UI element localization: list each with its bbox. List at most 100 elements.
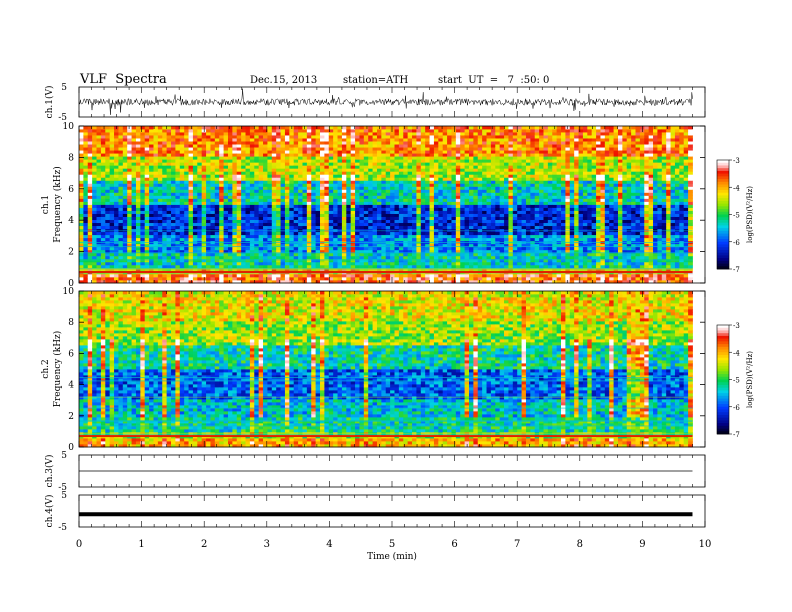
spectrogram-cell xyxy=(333,201,338,205)
spectrogram-cell xyxy=(390,255,395,260)
spectrogram-cell xyxy=(346,162,352,166)
spectrogram-cell xyxy=(337,168,343,172)
spectrogram-cell xyxy=(416,126,422,130)
spectrogram-cell xyxy=(223,243,229,248)
spectrogram-cell xyxy=(227,168,233,172)
spectrogram-cell xyxy=(315,183,321,187)
spectrogram-cell xyxy=(355,219,360,224)
spectrogram-cell xyxy=(83,132,89,136)
spectrogram-cell xyxy=(499,279,505,284)
spectrogram-cell xyxy=(398,219,404,224)
spectrogram-cell xyxy=(144,264,150,269)
spectrogram-cell xyxy=(429,264,435,269)
spectrogram-cell xyxy=(302,183,308,187)
spectrogram-cell xyxy=(398,165,404,169)
spectrogram-cell xyxy=(495,225,501,230)
spectrogram-cell xyxy=(425,159,430,163)
spectrogram-cell xyxy=(144,186,150,190)
spectrogram-cell xyxy=(355,147,360,151)
spectrogram-cell xyxy=(227,141,233,145)
spectrogram-cell xyxy=(412,222,417,227)
spectrogram-cell xyxy=(157,138,163,142)
spectrogram-cell xyxy=(306,252,312,257)
spectrogram-cell xyxy=(206,264,211,269)
spectrogram-cell xyxy=(403,195,409,199)
spectrogram-cell xyxy=(420,138,426,142)
spectrogram-cell xyxy=(263,153,268,157)
spectrogram-cell xyxy=(232,186,238,190)
spectrogram-cell xyxy=(122,261,128,266)
spectrogram-cell xyxy=(363,144,369,148)
spectrogram-cell xyxy=(109,147,115,151)
spectrogram-cell xyxy=(263,276,268,281)
spectrogram-cell xyxy=(144,147,150,151)
spectrogram-cell xyxy=(206,255,211,260)
spectrogram-cell xyxy=(368,144,373,148)
spectrogram-cell xyxy=(175,228,181,233)
spectrogram-cell xyxy=(433,252,439,257)
spectrogram-cell xyxy=(114,246,119,251)
spectrogram-cell xyxy=(433,279,439,284)
spectrogram-cell xyxy=(210,276,216,281)
spectrogram-cell xyxy=(157,177,163,181)
spectrogram-cell xyxy=(429,276,435,281)
spectrogram-cell xyxy=(328,219,334,224)
spectrogram-cell xyxy=(306,186,312,190)
spectrogram-cell xyxy=(131,276,137,281)
spectrogram-cell xyxy=(337,225,343,230)
spectrogram-cell xyxy=(171,126,176,130)
spectrogram-cell xyxy=(337,249,343,254)
spectrogram-cell xyxy=(306,246,312,251)
spectrogram-cell xyxy=(157,279,163,284)
spectrogram-cell xyxy=(232,177,238,181)
spectrogram-cell xyxy=(390,276,395,281)
spectrogram-cell xyxy=(368,189,373,193)
spectrogram-cell xyxy=(407,246,413,251)
spectrogram-cell xyxy=(429,186,435,190)
spectrogram-cell xyxy=(92,180,97,184)
spectrogram-cell xyxy=(429,159,435,163)
spectrogram-cell xyxy=(249,183,255,187)
spectrogram-cell xyxy=(394,246,400,251)
spectrogram-cell xyxy=(495,243,501,248)
spectrogram-cell xyxy=(127,129,132,133)
spectrogram-cell xyxy=(337,129,343,133)
spectrogram-cell xyxy=(162,207,168,211)
spectrogram-cell xyxy=(473,273,479,278)
spectrogram-cell xyxy=(442,153,448,157)
spectrogram-cell xyxy=(157,210,163,214)
spectrogram-cell xyxy=(429,234,435,239)
spectrogram-cell xyxy=(429,189,435,193)
spectrogram-cell xyxy=(341,210,347,214)
spectrogram-cell xyxy=(96,279,102,284)
spectrogram-cell xyxy=(381,219,387,224)
spectrogram-cell xyxy=(302,264,308,269)
spectrogram-cell xyxy=(320,273,325,278)
spectrogram-cell xyxy=(197,231,203,236)
spectrogram-cell xyxy=(438,213,444,217)
spectrogram-cell xyxy=(359,135,365,139)
spectrogram-cell xyxy=(482,198,487,202)
spectrogram-cell xyxy=(320,141,325,145)
spectrogram-cell xyxy=(245,201,251,205)
spectrogram-cell xyxy=(420,261,426,266)
spectrogram-cell xyxy=(179,186,185,190)
spectrogram-cell xyxy=(206,129,211,133)
spectrogram-cell xyxy=(416,237,422,242)
spectrogram-cell xyxy=(254,153,260,157)
spectrogram-cell xyxy=(184,228,189,233)
spectrogram-cell xyxy=(210,150,216,154)
spectrogram-cell xyxy=(328,189,334,193)
spectrogram-cell xyxy=(460,135,466,139)
spectrogram-cell xyxy=(236,207,242,211)
spectrogram-cell xyxy=(376,198,382,202)
spectrogram-cell xyxy=(473,177,479,181)
spectrogram-cell xyxy=(490,279,496,284)
spectrogram-cell xyxy=(276,204,281,208)
spectrogram-cell xyxy=(192,264,198,269)
spectrogram-cell xyxy=(412,225,417,230)
spectrogram-cell xyxy=(315,201,321,205)
spectrogram-cell xyxy=(79,177,84,181)
spectrogram-cell xyxy=(232,216,238,220)
spectrogram-cell xyxy=(214,261,220,266)
